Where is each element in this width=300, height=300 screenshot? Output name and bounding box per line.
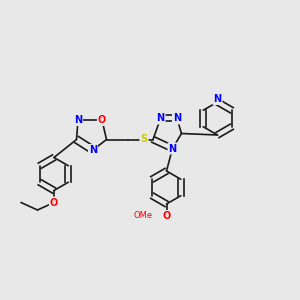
Text: N: N (168, 143, 177, 154)
Text: O: O (98, 115, 106, 125)
Text: S: S (140, 134, 148, 145)
Text: OMe: OMe (134, 212, 153, 220)
Text: N: N (173, 113, 181, 124)
Text: N: N (89, 145, 97, 155)
Text: N: N (74, 115, 82, 125)
Text: O: O (50, 197, 58, 208)
Text: N: N (213, 94, 222, 104)
Text: O: O (162, 211, 171, 221)
Text: N: N (156, 113, 165, 124)
